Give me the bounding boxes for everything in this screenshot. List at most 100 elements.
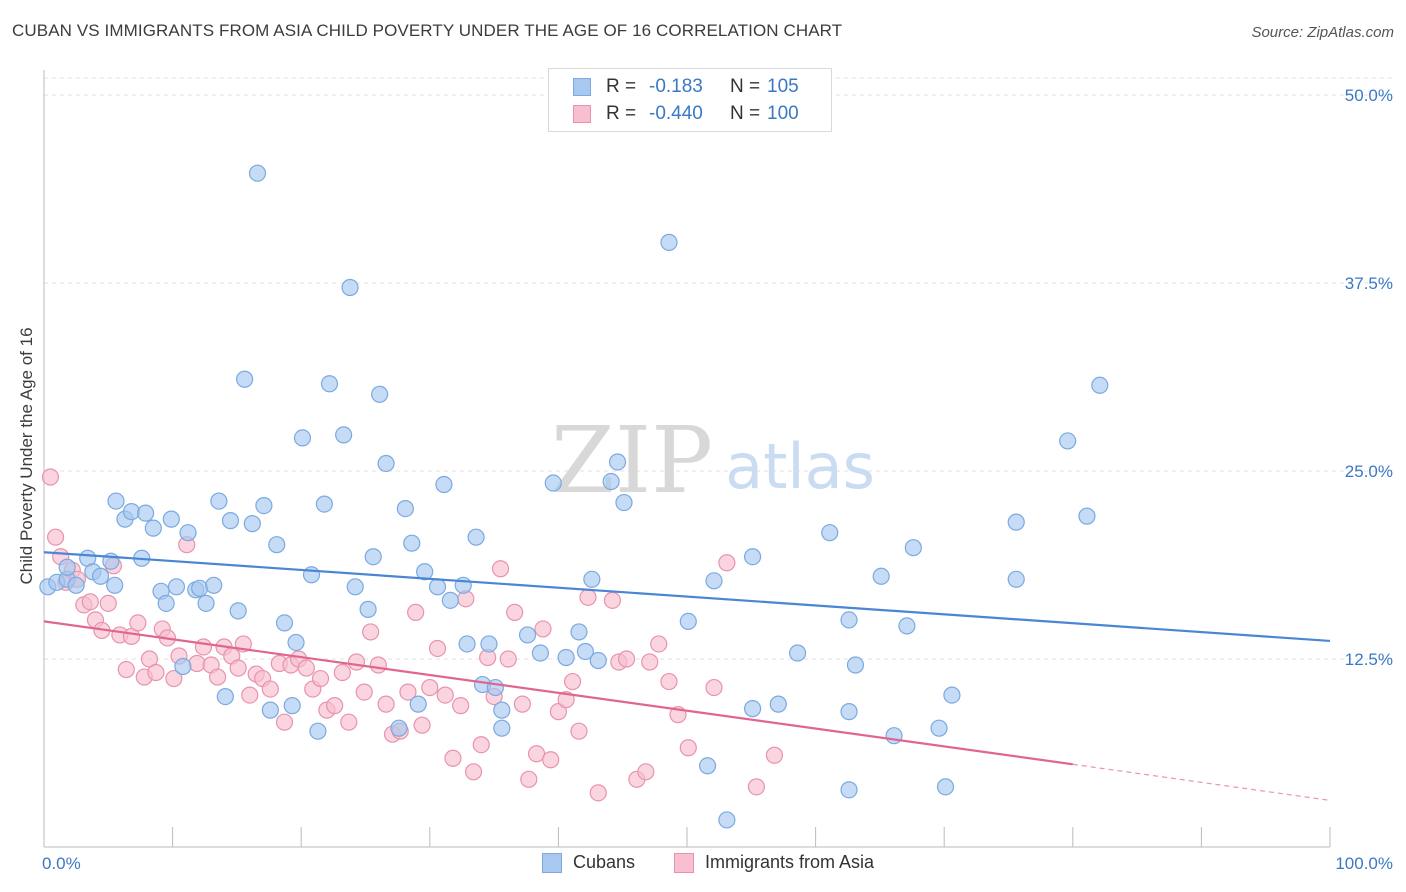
cuban-point bbox=[602, 472, 620, 491]
asia-point bbox=[99, 594, 117, 612]
cuban-point bbox=[840, 781, 858, 799]
asia-point bbox=[147, 663, 165, 682]
legend-r-value: -0.183 bbox=[649, 76, 703, 97]
cuban-point bbox=[821, 524, 839, 542]
asia-point bbox=[229, 659, 247, 677]
cuban-point bbox=[441, 591, 459, 609]
asia-point bbox=[747, 778, 766, 796]
asia-point bbox=[261, 680, 279, 698]
cuban-point bbox=[268, 536, 286, 554]
cuban-point bbox=[557, 648, 575, 667]
asia-point bbox=[340, 713, 358, 731]
asia-point bbox=[679, 739, 697, 757]
bottom-legend-label-asia: Immigrants from Asia bbox=[705, 852, 875, 872]
cuban-point bbox=[936, 778, 955, 796]
cuban-point bbox=[743, 548, 762, 566]
cuban-point bbox=[840, 703, 858, 721]
asia-point bbox=[326, 697, 344, 715]
cuban-point bbox=[898, 617, 916, 635]
asia-point bbox=[444, 749, 462, 767]
cuban-point bbox=[179, 524, 197, 542]
asia-point bbox=[407, 603, 425, 621]
asia-point bbox=[579, 588, 597, 606]
cuban-point bbox=[106, 576, 124, 594]
asia-trend-line-extension bbox=[1072, 763, 1331, 801]
asia-point bbox=[347, 653, 366, 671]
cuban-point bbox=[589, 651, 607, 670]
legend-r-label: R = bbox=[606, 76, 637, 97]
asia-point bbox=[718, 554, 736, 572]
cuban-point bbox=[1078, 507, 1096, 525]
legend-swatch-cubans bbox=[573, 78, 591, 96]
cuban-point bbox=[788, 644, 807, 662]
asia-point bbox=[413, 716, 431, 734]
bottom-legend-swatch-cubans bbox=[542, 853, 562, 873]
asia-point bbox=[549, 703, 568, 721]
asia-point bbox=[165, 669, 183, 688]
cuban-point bbox=[167, 578, 186, 596]
cuban-point bbox=[718, 811, 736, 829]
asia-point bbox=[275, 713, 294, 731]
asia-point bbox=[520, 770, 538, 788]
cuban-point bbox=[583, 570, 601, 588]
cuban-point bbox=[943, 686, 961, 704]
cuban-point bbox=[371, 385, 389, 403]
cuban-point bbox=[570, 623, 588, 641]
cuban-point bbox=[293, 429, 312, 447]
asia-point bbox=[421, 678, 439, 697]
asia-point bbox=[129, 614, 147, 632]
cuban-point bbox=[58, 558, 76, 576]
cuban-point bbox=[283, 697, 301, 715]
correlation-legend: R = -0.183 N = 105 R = -0.440 N = 100 bbox=[548, 68, 832, 132]
cuban-point bbox=[467, 528, 485, 546]
asia-point bbox=[41, 468, 60, 486]
cuban-point bbox=[743, 700, 762, 718]
cuban-point bbox=[1007, 570, 1025, 588]
asia-point bbox=[589, 784, 607, 802]
asia-point bbox=[534, 620, 552, 638]
asia-point bbox=[428, 639, 447, 658]
cuban-point bbox=[243, 515, 261, 533]
cuban-point bbox=[486, 678, 504, 697]
cuban-point bbox=[364, 548, 382, 566]
asia-point bbox=[399, 683, 417, 701]
cuban-point bbox=[236, 370, 254, 388]
cuban-point bbox=[409, 695, 427, 713]
asia-point bbox=[209, 668, 227, 686]
cuban-point bbox=[309, 722, 327, 740]
cuban-point bbox=[205, 576, 223, 594]
legend-r-value: -0.440 bbox=[649, 103, 703, 124]
cuban-point bbox=[1007, 513, 1025, 531]
asia-point bbox=[617, 650, 636, 668]
cuban-point bbox=[144, 519, 162, 537]
watermark-atlas: atlas bbox=[725, 430, 875, 503]
cuban-point bbox=[698, 757, 717, 775]
cuban-point bbox=[287, 633, 305, 652]
cuban-point bbox=[377, 454, 395, 473]
cuban-point bbox=[67, 576, 85, 594]
cuban-point bbox=[416, 563, 434, 581]
cuban-point bbox=[679, 612, 697, 631]
cuban-point bbox=[840, 611, 858, 629]
asia-point bbox=[650, 635, 668, 653]
asia-point bbox=[557, 691, 575, 709]
cuban-point bbox=[531, 644, 549, 662]
cuban-point bbox=[458, 635, 476, 653]
legend-n-value: 100 bbox=[767, 103, 799, 124]
cuban-point bbox=[341, 278, 359, 297]
asia-point bbox=[472, 736, 490, 754]
asia-point bbox=[369, 656, 387, 674]
cuban-point bbox=[197, 594, 215, 612]
asia-point bbox=[81, 593, 99, 611]
asia-point bbox=[660, 672, 678, 691]
cuban-point bbox=[493, 719, 511, 737]
cuban-point bbox=[493, 701, 511, 719]
cuban-point bbox=[122, 503, 141, 521]
asia-point bbox=[194, 638, 213, 656]
cuban-point bbox=[396, 500, 414, 518]
asia-point bbox=[705, 678, 723, 697]
legend-swatch-asia bbox=[573, 105, 591, 123]
asia-point bbox=[241, 686, 259, 704]
asia-point bbox=[464, 763, 483, 781]
